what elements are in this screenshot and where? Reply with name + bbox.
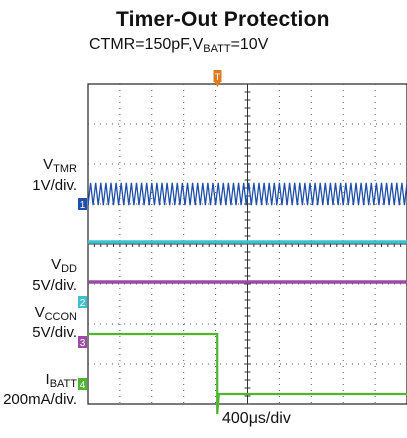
channel-marker-1 — [78, 198, 87, 210]
channel-marker-3 — [78, 336, 87, 348]
ibatt-scale: 200mA/div. — [3, 391, 77, 408]
trace-ch1 — [87, 182, 407, 206]
vccon-scale: 5V/div. — [32, 324, 77, 341]
trigger-marker — [213, 70, 222, 82]
vtmr-label: VTMR — [43, 156, 77, 175]
chart-title: Timer-Out Protection — [116, 8, 330, 31]
channel-marker-label-4: 4 — [80, 380, 86, 391]
vccon-label: VCCON — [34, 304, 77, 323]
channel-marker-4 — [78, 378, 87, 390]
channel-marker-label-3: 3 — [80, 338, 86, 349]
trigger-arrow — [214, 82, 221, 87]
channel-marker-label-2: 2 — [80, 298, 86, 309]
ibatt-label: IBATT — [45, 371, 77, 390]
trigger-marker-label: T — [215, 72, 221, 82]
channel-marker-label-1: 1 — [80, 200, 86, 211]
vdd-label: VDD — [51, 256, 77, 275]
trace-ch4 — [88, 332, 407, 415]
vtmr-scale: 1V/div. — [32, 177, 77, 194]
vdd-scale: 5V/div. — [32, 277, 77, 294]
chart-subtitle: CTMR=150pF,VBATT=10V — [89, 36, 269, 55]
channel-marker-2 — [78, 296, 87, 308]
x-axis-label: 400μs/div — [222, 410, 291, 427]
